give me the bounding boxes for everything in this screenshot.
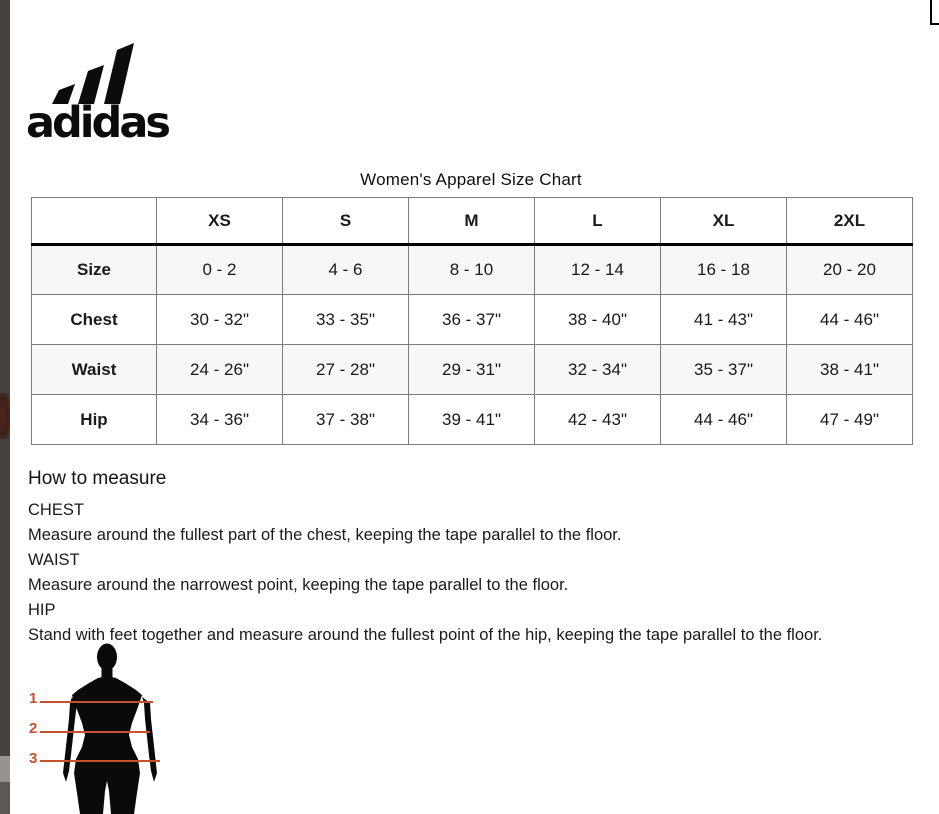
chest-xs-cell: 30 - 32"	[156, 294, 283, 345]
chest-s-cell: 33 - 35"	[282, 294, 409, 345]
chest-marker-number: 1	[29, 690, 38, 707]
hip-xs-cell: 34 - 36"	[156, 394, 283, 445]
size-s-cell: 4 - 6	[282, 244, 409, 295]
adidas-wordmark: adidas	[26, 98, 171, 148]
col-header-xs: XS	[156, 197, 283, 246]
col-header-l: L	[534, 197, 661, 246]
background-page-edge	[0, 0, 10, 814]
table-row-waist: Waist 24 - 26" 27 - 28" 29 - 31" 32 - 34…	[31, 344, 913, 395]
row-label-size: Size	[31, 244, 157, 295]
row-label-hip: Hip	[31, 394, 157, 445]
waist-marker-number: 2	[29, 720, 38, 737]
measure-text-chest: Measure around the fullest part of the c…	[28, 526, 622, 544]
hip-m-cell: 39 - 41"	[408, 394, 535, 445]
chest-xl-cell: 41 - 43"	[660, 294, 787, 345]
table-row-chest: Chest 30 - 32" 33 - 35" 36 - 37" 38 - 40…	[31, 294, 913, 345]
hip-l-cell: 42 - 43"	[534, 394, 661, 445]
col-header-2xl: 2XL	[786, 197, 913, 246]
waist-l-cell: 32 - 34"	[534, 344, 661, 395]
corner-header-cell	[31, 197, 157, 246]
measure-label-waist: WAIST	[28, 551, 80, 569]
waist-m-cell: 29 - 31"	[408, 344, 535, 395]
hip-xl-cell: 44 - 46"	[660, 394, 787, 445]
hip-2xl-cell: 47 - 49"	[786, 394, 913, 445]
how-to-measure-section: How to measure CHEST Measure around the …	[28, 468, 920, 648]
chest-m-cell: 36 - 37"	[408, 294, 535, 345]
adidas-logo: adidas	[26, 38, 171, 148]
measurement-figure: 1 2 3	[0, 636, 260, 814]
hip-marker-line	[40, 760, 160, 762]
waist-marker-line	[40, 731, 150, 733]
size-l-cell: 12 - 14	[534, 244, 661, 295]
background-image-fragment	[0, 393, 10, 439]
cropped-box-corner	[930, 0, 939, 25]
background-fragment-mid	[0, 782, 10, 814]
size-m-cell: 8 - 10	[408, 244, 535, 295]
col-header-xl: XL	[660, 197, 787, 246]
waist-2xl-cell: 38 - 41"	[786, 344, 913, 395]
row-label-chest: Chest	[31, 294, 157, 345]
size-2xl-cell: 20 - 20	[786, 244, 913, 295]
chest-2xl-cell: 44 - 46"	[786, 294, 913, 345]
table-row-hip: Hip 34 - 36" 37 - 38" 39 - 41" 42 - 43" …	[31, 394, 913, 445]
measure-label-hip: HIP	[28, 601, 56, 619]
table-header-row: XS S M L XL 2XL	[31, 197, 913, 246]
size-xl-cell: 16 - 18	[660, 244, 787, 295]
chest-l-cell: 38 - 40"	[534, 294, 661, 345]
page-title: Women's Apparel Size Chart	[360, 170, 582, 189]
chest-marker-line	[40, 701, 153, 703]
measure-text-hip: Stand with feet together and measure aro…	[28, 626, 823, 644]
adidas-three-stripes-icon	[52, 43, 134, 104]
col-header-m: M	[408, 197, 535, 246]
size-chart-table: XS S M L XL 2XL Size 0 - 2 4 - 6 8 - 10 …	[31, 197, 913, 445]
hip-marker-number: 3	[29, 750, 38, 767]
col-header-s: S	[282, 197, 409, 246]
measure-text-waist: Measure around the narrowest point, keep…	[28, 576, 569, 594]
waist-xl-cell: 35 - 37"	[660, 344, 787, 395]
waist-xs-cell: 24 - 26"	[156, 344, 283, 395]
how-to-measure-heading: How to measure	[28, 468, 167, 489]
measure-label-chest: CHEST	[28, 501, 84, 519]
background-fragment-light	[0, 756, 10, 782]
female-silhouette-icon	[63, 643, 157, 814]
waist-s-cell: 27 - 28"	[282, 344, 409, 395]
hip-s-cell: 37 - 38"	[282, 394, 409, 445]
size-xs-cell: 0 - 2	[156, 244, 283, 295]
table-row-size: Size 0 - 2 4 - 6 8 - 10 12 - 14 16 - 18 …	[31, 244, 913, 295]
row-label-waist: Waist	[31, 344, 157, 395]
